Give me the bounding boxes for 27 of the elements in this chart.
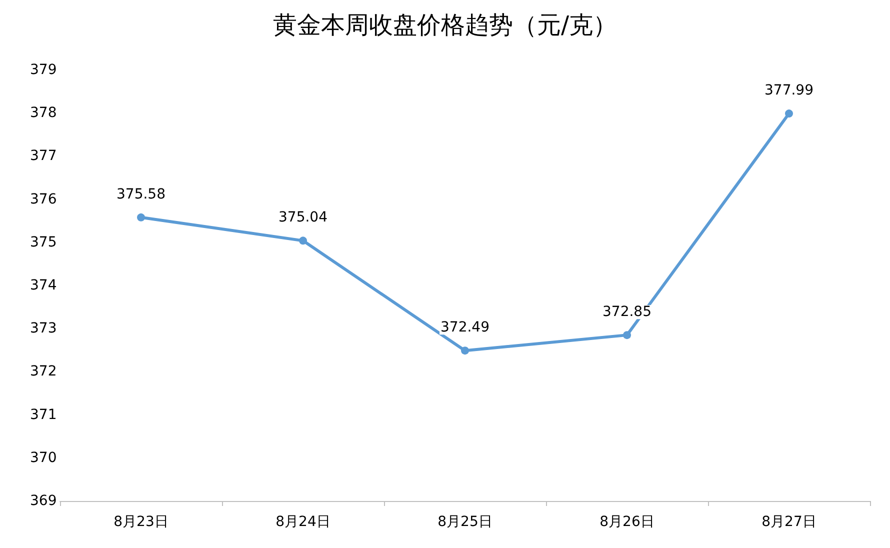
data-label: 377.99 xyxy=(764,82,814,99)
y-tick-label: 378 xyxy=(30,105,57,122)
x-tick-label: 8月24日 xyxy=(276,514,330,530)
x-tick-label: 8月26日 xyxy=(600,514,654,530)
y-tick-label: 371 xyxy=(30,406,57,423)
y-tick-label: 374 xyxy=(30,278,57,294)
chart-title: 黄金本周收盘价格趋势（元/克） xyxy=(272,11,618,39)
point xyxy=(299,236,307,245)
data-label: 375.04 xyxy=(278,210,328,226)
x-tick-label: 8月25日 xyxy=(438,514,492,530)
point xyxy=(785,110,793,118)
data-label: 375.58 xyxy=(116,186,166,202)
y-tick-label: 373 xyxy=(30,320,57,337)
point xyxy=(461,346,469,355)
y-tick-label: 375 xyxy=(30,234,57,250)
y-tick-label: 369 xyxy=(30,493,57,509)
y-tick-label: 370 xyxy=(30,450,57,466)
y-tick-label: 376 xyxy=(30,191,57,208)
y-tick-label: 372 xyxy=(30,364,57,380)
point xyxy=(137,213,145,222)
data-label: 372.85 xyxy=(602,304,652,320)
y-tick-label: 379 xyxy=(30,62,57,78)
point xyxy=(623,331,631,340)
x-tick-label: 8月27日 xyxy=(762,514,816,530)
y-tick-label: 377 xyxy=(30,148,57,164)
x-tick-label: 8月23日 xyxy=(114,514,168,530)
data-label: 372.49 xyxy=(440,320,490,336)
